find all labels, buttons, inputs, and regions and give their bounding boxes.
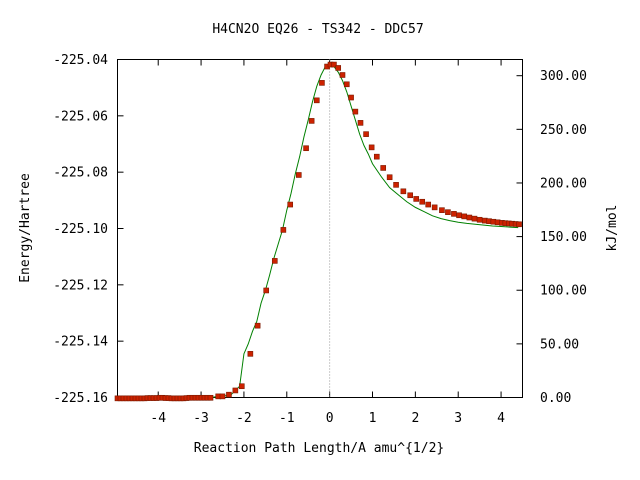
data-point: [476, 216, 483, 223]
data-point: [335, 65, 342, 71]
data-point: [232, 387, 239, 394]
y-axis-right: 300.00 250.00 200.00 150.00 100.00 50.00 0.00: [516, 69, 587, 406]
y2-tick-label: 50.00: [540, 337, 579, 352]
y-tick-label: -225.16: [53, 391, 108, 406]
data-point: [271, 258, 278, 264]
y-tick-label: -225.14: [53, 335, 108, 350]
data-point: [439, 207, 445, 213]
data-point: [331, 61, 337, 68]
data-point: [226, 391, 232, 398]
irc-curve: [117, 63, 519, 399]
data-point: [207, 394, 214, 401]
data-point: [313, 97, 320, 104]
data-point: [516, 221, 522, 228]
data-point: [343, 81, 350, 88]
data-point: [380, 165, 387, 171]
y-tick-label: -225.04: [53, 53, 108, 68]
data-point: [254, 322, 261, 329]
data-point: [348, 94, 354, 101]
data-point: [393, 182, 399, 188]
data-point: [308, 118, 315, 124]
x-tick-label: -4: [150, 411, 166, 426]
y2-tick-label: 150.00: [540, 230, 587, 245]
data-point: [339, 72, 346, 78]
data-point: [445, 209, 451, 215]
x-tick-label: 0: [326, 411, 334, 426]
plot-frame: [117, 59, 523, 398]
y-tick-label: -225.10: [53, 222, 108, 237]
data-point: [263, 287, 270, 294]
y-tick-label: -225.08: [53, 166, 108, 181]
x-tick-label: 3: [454, 411, 462, 426]
x-tick-label: -2: [236, 411, 252, 426]
data-point: [386, 174, 393, 181]
y2-tick-label: 200.00: [540, 176, 587, 191]
y-tick-label: -225.12: [53, 278, 108, 293]
data-point: [363, 131, 369, 137]
data-point: [368, 144, 375, 151]
y2-tick-label: 100.00: [540, 284, 587, 299]
y2-tick-label: 0.00: [540, 391, 571, 406]
x-tick-label: 4: [497, 411, 505, 426]
data-point: [407, 192, 414, 199]
data-point: [413, 196, 420, 202]
data-point: [373, 153, 380, 160]
data-point: [295, 172, 302, 178]
data-point: [425, 201, 432, 208]
x-axis-label: Reaction Path Length/A amu^{1/2}: [194, 441, 444, 456]
data-point: [247, 351, 254, 357]
data-point: [466, 214, 473, 221]
data-point: [419, 198, 426, 205]
x-tick-label: -3: [193, 411, 209, 426]
x-axis: -4 -3 -2 -1 0 1 2 3 4: [150, 59, 505, 426]
y-tick-label: -225.06: [53, 109, 108, 124]
data-point: [456, 212, 462, 219]
data-point: [461, 213, 468, 220]
data-point: [238, 383, 245, 390]
x-tick-label: 1: [369, 411, 377, 426]
y-axis-left: -225.04 -225.06 -225.08 -225.10 -225.12 -225.…: [53, 53, 124, 406]
data-point: [219, 393, 226, 400]
data-point: [303, 145, 309, 152]
data-point: [471, 215, 478, 222]
data-point: [319, 80, 325, 86]
data-point: [451, 211, 457, 217]
y2-tick-label: 300.00: [540, 69, 587, 84]
data-point: [287, 201, 294, 208]
data-point: [357, 120, 364, 126]
data-point: [280, 227, 287, 233]
data-point: [352, 108, 359, 115]
y2-axis-label: kJ/mol: [605, 205, 620, 252]
y-axis-label: Energy/Hartree: [18, 173, 33, 283]
x-tick-label: 2: [411, 411, 419, 426]
chart-marks: [114, 59, 522, 402]
data-point: [400, 188, 407, 195]
x-tick-label: -1: [279, 411, 295, 426]
y2-tick-label: 250.00: [540, 123, 587, 138]
plot-area: [117, 59, 523, 398]
chart-title: H4CN2O EQ26 - TS342 - DDC57: [212, 22, 423, 37]
data-point: [431, 204, 438, 211]
